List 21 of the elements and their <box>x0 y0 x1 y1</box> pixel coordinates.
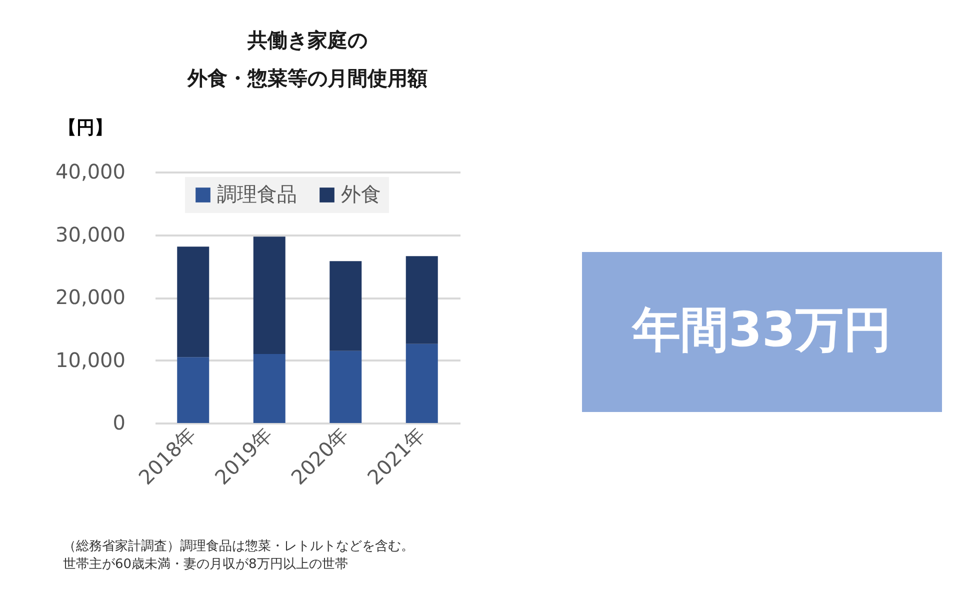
y-tick-label: 10,000 <box>56 348 126 372</box>
y-tick-label: 0 <box>112 410 126 434</box>
text: 年間33万円 <box>630 302 892 358</box>
y-tick-label: 20,000 <box>56 285 126 309</box>
text: （総務省家計調査）調理食品は惣菜・レトルトなどを含む。 <box>63 538 414 554</box>
text: 世帯主が60歳未満・妻の月収が8万円以上の世帯 <box>63 556 348 572</box>
bar <box>330 350 362 423</box>
text: 外食・惣菜等の月間使用額 <box>188 66 428 90</box>
legend-label: 外食 <box>341 182 381 206</box>
y-tick-label: 40,000 <box>56 160 126 184</box>
text: 共働き家庭の <box>248 28 368 52</box>
bar <box>330 261 362 351</box>
y-axis-title: 【円】 <box>58 118 112 138</box>
bar <box>253 354 286 423</box>
legend-label: 調理食品 <box>217 182 297 206</box>
bar <box>177 357 210 423</box>
bar <box>406 256 438 344</box>
bar <box>177 246 210 358</box>
y-tick-label: 30,000 <box>56 222 126 246</box>
bar <box>253 236 286 354</box>
bar <box>406 344 438 423</box>
